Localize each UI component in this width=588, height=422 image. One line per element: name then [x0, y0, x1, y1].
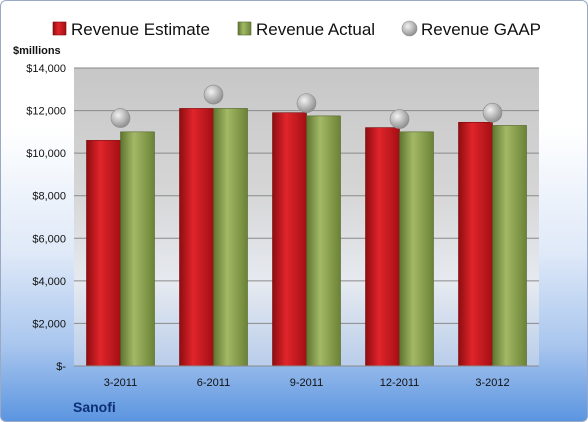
legend-swatch	[237, 21, 252, 36]
legend-swatch	[52, 21, 67, 36]
bar-revenue-actual	[306, 115, 341, 367]
bar-revenue-actual	[213, 108, 248, 367]
y-tick-label: $8,000	[32, 191, 66, 203]
bar-revenue-estimate	[179, 108, 214, 367]
marker-revenue-gaap	[203, 84, 224, 105]
y-axis-unit-label: $millions	[13, 45, 61, 57]
y-tick-label: $4,000	[32, 276, 66, 288]
company-label: Sanofi	[73, 399, 116, 415]
y-tick-label: $12,000	[26, 106, 66, 118]
legend-label: Revenue GAAP	[421, 20, 541, 39]
legend-swatch	[401, 20, 418, 37]
marker-revenue-gaap	[389, 109, 410, 129]
x-tick-label: 3-2011	[104, 377, 137, 389]
gaap-markers	[110, 84, 503, 129]
marker-revenue-gaap	[296, 93, 317, 113]
y-tick-label: $14,000	[26, 63, 66, 75]
marker-revenue-gaap	[110, 108, 131, 128]
axes: $- $2,000 $4,000 $6,000 $8,000 $10,000 $12,000…	[26, 63, 539, 389]
bar-revenue-estimate	[458, 121, 493, 367]
legend: Revenue Estimate Revenue Actual Revenue GA…	[52, 20, 541, 39]
x-tick-label: 3-2012	[475, 377, 509, 389]
y-tick-label: $10,000	[26, 148, 66, 160]
x-tick-label: 9-2011	[290, 377, 323, 389]
legend-label: Revenue Estimate	[71, 20, 210, 39]
bar-revenue-actual	[492, 125, 527, 367]
x-tick-label: 12-2011	[380, 377, 420, 389]
bar-revenue-estimate	[272, 112, 307, 367]
y-tick-label: $-	[56, 361, 66, 373]
bar-revenue-estimate	[365, 127, 400, 367]
y-tick-label: $6,000	[32, 233, 66, 245]
marker-revenue-gaap	[482, 102, 503, 123]
bars	[86, 108, 527, 367]
bar-revenue-actual	[120, 131, 155, 367]
legend-label: Revenue Actual	[256, 20, 375, 39]
bar-revenue-actual	[399, 131, 434, 367]
x-tick-label: 6-2011	[197, 377, 230, 389]
bar-revenue-estimate	[86, 140, 121, 367]
y-tick-label: $2,000	[32, 318, 66, 330]
